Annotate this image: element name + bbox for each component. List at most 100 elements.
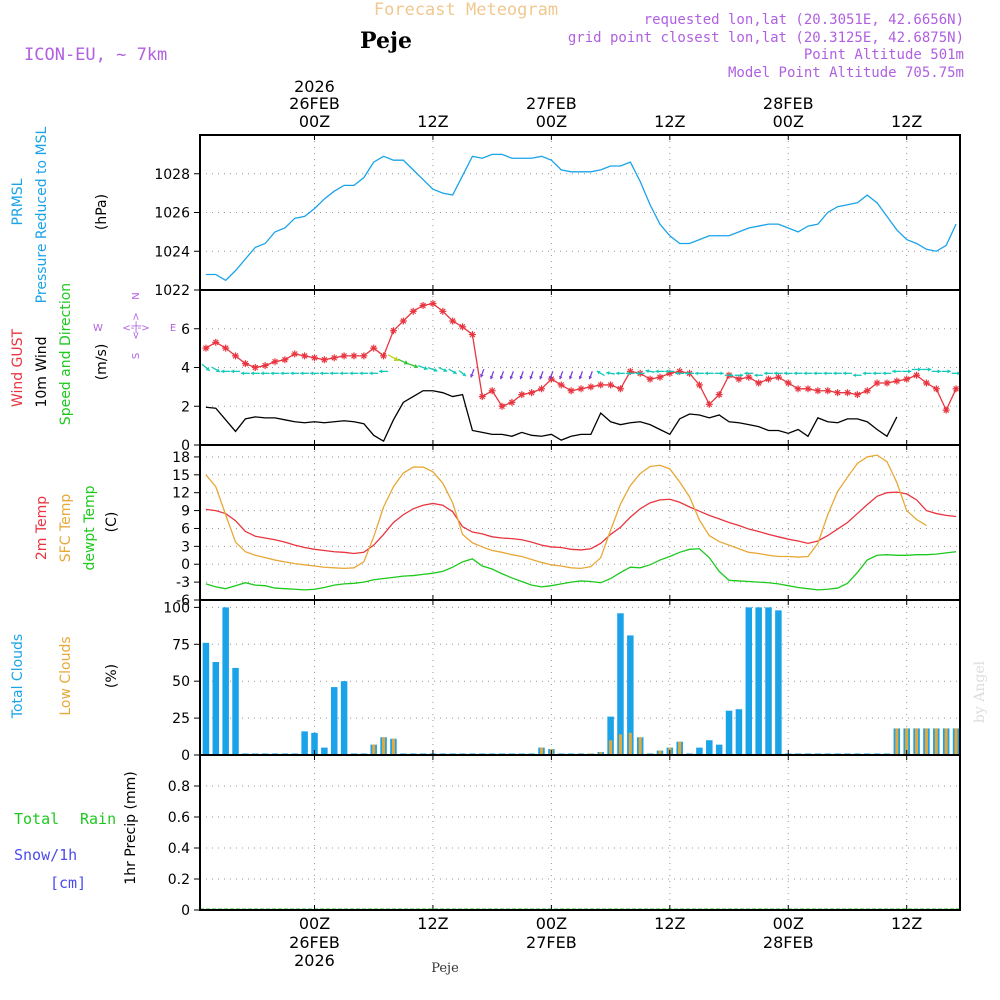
total-cloud-bar (627, 635, 634, 755)
gust-marker-d2 (893, 378, 900, 384)
gust-marker-d2 (953, 385, 959, 392)
wind-arrow-head (549, 375, 553, 380)
wind-arrow (665, 369, 675, 374)
wind-arrow (833, 371, 843, 376)
low-cloud-bar (944, 728, 948, 755)
gust-marker-d2 (884, 380, 890, 386)
wind-arrow-head (250, 371, 254, 376)
gust-marker (567, 387, 575, 395)
wind-arrow (290, 371, 300, 376)
wind-arrow-head (783, 371, 787, 376)
wind-arrow (882, 371, 892, 376)
wind-arrow-head (489, 375, 494, 380)
gust-marker (922, 379, 930, 387)
gust-marker (439, 307, 447, 315)
wind-arrow (704, 371, 714, 376)
gust-marker-d2 (222, 345, 229, 351)
total-cloud-bar (745, 607, 753, 755)
gust-marker-d2 (252, 364, 259, 371)
wind-arrow (270, 371, 280, 376)
gust-marker (616, 385, 624, 393)
wind-arrow (408, 363, 419, 369)
y-tick-label: 1024 (154, 244, 190, 260)
wind-arrow-head (813, 371, 817, 376)
wind-arrow-head (833, 371, 837, 376)
gust-marker (330, 354, 338, 362)
gust-marker (478, 393, 486, 401)
wind-arrow-head (349, 371, 353, 376)
wind-arrow (448, 368, 457, 375)
wind-arrow-head (764, 371, 768, 376)
gust-marker-d2 (874, 380, 880, 386)
total-cloud-bar (706, 740, 713, 755)
gust-marker (212, 338, 220, 346)
gust-marker-d2 (341, 353, 347, 359)
wind-arrow-head (280, 371, 284, 376)
gust-marker (301, 352, 309, 360)
wind-arrow (744, 371, 754, 376)
wind-arrow-head (215, 368, 220, 372)
wind-arrow (862, 371, 872, 376)
gust-marker-d2 (943, 407, 950, 413)
wind-arrow (310, 371, 319, 376)
wind-arrow-head (559, 375, 563, 380)
gust-marker-d2 (864, 387, 871, 394)
gust-marker-d2 (913, 372, 920, 379)
bottom-hour-label: 00Z (299, 914, 330, 933)
wind-arrow (588, 371, 593, 380)
wind-arrow (300, 371, 310, 376)
bottom-date-label: 28FEB (763, 933, 814, 952)
wind-arrow-head (803, 371, 807, 376)
bottom-year-label: 2026 (294, 951, 335, 970)
gust-marker (597, 381, 605, 389)
2m-temp-line (205, 491, 957, 555)
top-hour-label: 12Z (654, 112, 685, 131)
wind-arrow-head (588, 375, 593, 380)
wind-arrow-head (359, 371, 363, 376)
wind-arrow-head (665, 369, 669, 374)
wind-arrow (418, 365, 428, 371)
gust-marker-d2 (301, 353, 308, 359)
wind-arrow-head (908, 369, 912, 374)
gust-marker-d2 (745, 374, 752, 381)
gust-marker-d2 (232, 353, 239, 359)
y-tick-label: 100 (163, 600, 190, 616)
precip-snow-label: Snow/1h (14, 846, 77, 864)
wind-arrow (941, 369, 951, 374)
model-altitude: Model Point Altitude 705.75m (728, 65, 964, 81)
gust-marker (380, 352, 388, 360)
gust-marker (449, 317, 457, 325)
total-cloud-bar (696, 747, 703, 755)
wind-arrow (559, 371, 564, 380)
wind-arrow (813, 371, 823, 376)
gust-marker-d2 (242, 360, 249, 367)
wind-arrow-head (300, 371, 304, 376)
clouds-panel: 0 25 50 75 100 (163, 599, 961, 764)
wind-arrow (230, 369, 241, 374)
wind-arrow-head (862, 371, 866, 376)
gust-marker (459, 323, 467, 331)
wind-arrow-head (290, 371, 294, 376)
precip-rain-label: Rain (80, 810, 116, 828)
gust-marker-d2 (499, 403, 505, 410)
precip-labels: Total Rain Snow/1h [cm] 1hr Precip (mm) (14, 771, 139, 892)
wind-arrow-head (853, 373, 857, 378)
wind-arrow-head (433, 367, 438, 372)
compass-south: S (131, 353, 142, 359)
compass-north: N (131, 292, 142, 299)
wind-arrow (378, 369, 389, 374)
wind-arrow (793, 371, 803, 376)
gust-marker-d2 (459, 323, 466, 330)
prmsl-long-label: Pressure Reduced to MSL (34, 126, 50, 303)
low-cloud-bar (382, 737, 386, 755)
wind-arrow-head (675, 371, 679, 376)
gust-marker-d2 (390, 327, 397, 334)
wind-arrow (397, 358, 409, 365)
wind-arrow-head (260, 371, 264, 376)
requested-coords: requested lon,lat (20.3051E, 42.6656N) (644, 12, 964, 28)
gust-marker (399, 317, 407, 325)
gust-marker-d2 (203, 345, 209, 351)
gust-marker-d2 (469, 331, 476, 338)
gust-marker-d2 (903, 376, 910, 382)
gust-marker (814, 387, 822, 395)
